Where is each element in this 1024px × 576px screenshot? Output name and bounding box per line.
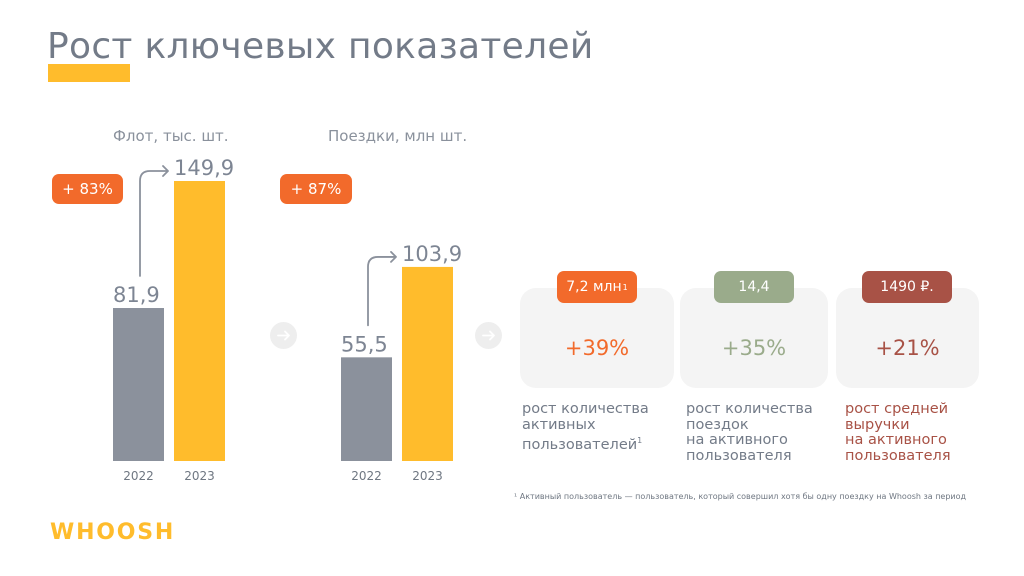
metric-card-revenue-per-user: +21% [836,288,979,388]
rides-growth-badge: + 87% [280,174,352,204]
rides-value-2023: 103,9 [402,242,462,266]
rides-bar-2022 [341,357,392,461]
rides-year-2023: 2023 [412,469,443,483]
arrow-right-icon [475,322,502,349]
metric-card-active-users: +39% [520,288,674,388]
metric-percent: +21% [875,336,940,360]
description-footnote-mark: 1 [637,436,643,445]
chip-footnote-mark: 1 [622,282,628,292]
metric-description-active-users: рост количества активных пользователей1 [522,401,649,453]
fleet-bar-2022 [113,308,164,461]
chip-value: 7,2 млн [566,279,622,295]
metric-percent: +39% [564,336,630,360]
metric-chip-revenue-per-user: 1490 ₽. [862,271,952,303]
fleet-bar-2023 [174,181,225,461]
chip-value: 14,4 [738,279,770,295]
chip-value: 1490 ₽. [880,279,934,295]
metric-percent: +35% [721,336,787,360]
metric-description-revenue-per-user: рост средней выручки на активного пользо… [845,401,951,464]
fleet-year-2023: 2023 [184,469,215,483]
rides-chart-title: Поездки, млн шт. [328,127,468,145]
rides-value-2022: 55,5 [341,332,388,356]
metric-chip-active-users: 7,2 млн 1 [557,271,637,303]
arrow-right-icon [270,322,297,349]
metric-description-rides-per-user: рост количества поездок на активного пол… [686,401,813,464]
page-title: Рост ключевых показателей [47,26,594,67]
curved-arrow-icon [139,165,169,277]
rides-year-2022: 2022 [351,469,382,483]
metric-chip-rides-per-user: 14,4 [714,271,794,303]
fleet-value-2022: 81,9 [113,283,160,307]
whoosh-logo: WHOOSH [50,520,176,545]
fleet-growth-badge: + 83% [52,174,123,204]
fleet-chart-title: Флот, тыс. шт. [113,127,229,145]
metric-card-rides-per-user: +35% [680,288,828,388]
curved-arrow-icon [367,251,397,327]
fleet-year-2022: 2022 [123,469,154,483]
rides-bar-2023 [402,266,453,461]
title-underline [48,64,130,82]
footnote: ¹ Активный пользователь — пользователь, … [514,492,967,501]
fleet-value-2023: 149,9 [174,156,234,180]
